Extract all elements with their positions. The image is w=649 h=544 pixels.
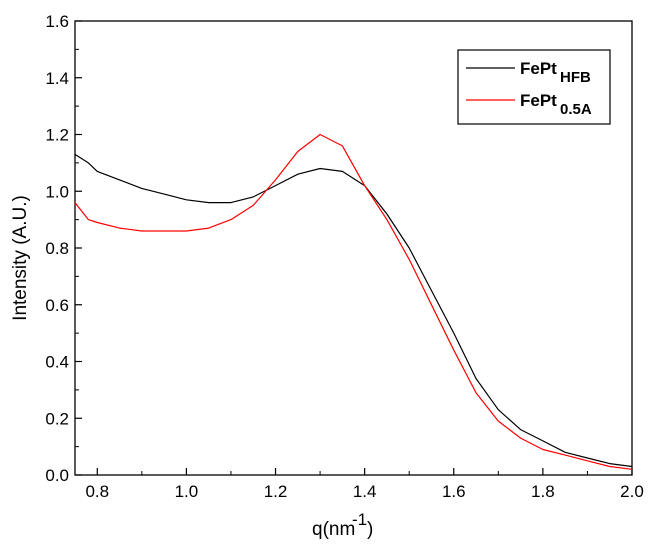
legend: FePt HFB FePt 0.5A — [457, 49, 611, 125]
legend-box — [457, 49, 611, 125]
x-axis-label: q(nm -1 ) — [312, 510, 373, 540]
y-tick-label: 1.4 — [45, 69, 69, 88]
x-tick-label: 1.8 — [531, 482, 555, 501]
x-tick-label: 0.8 — [85, 482, 109, 501]
legend-sub-05a: 0.5A — [560, 101, 592, 118]
x-tick-label: 1.0 — [175, 482, 199, 501]
legend-label-05a: FePt — [520, 91, 557, 110]
series-layer — [74, 133, 633, 470]
y-tick-label: 0.8 — [45, 239, 69, 258]
legend-label-hfb: FePt — [520, 59, 557, 78]
y-tick-label: 1.2 — [45, 126, 69, 145]
legend-sub-hfb: HFB — [560, 69, 591, 86]
y-tick-label: 1.6 — [45, 12, 69, 31]
y-tick-label: 1.0 — [45, 182, 69, 201]
y-tick-label: 0.0 — [45, 466, 69, 485]
x-tick-label: 1.2 — [264, 482, 288, 501]
x-tick-label: 1.4 — [353, 482, 377, 501]
y-axis-label: Intensity (A.U.) — [10, 195, 31, 321]
y-tick-label: 0.2 — [45, 409, 69, 428]
x-tick-label: 2.0 — [620, 482, 644, 501]
x-axis-label-sup: -1 — [352, 510, 367, 529]
x-axis-label-close: ) — [367, 519, 373, 540]
series-line-0 — [74, 153, 633, 468]
series-line-1 — [74, 133, 633, 470]
x-tick-label: 1.6 — [442, 482, 466, 501]
y-tick-label: 0.6 — [45, 296, 69, 315]
plot-area: 0.8 1.0 1.2 1.4 1.6 1.8 2.0 0.0 0.2 0.4 0.6 0.8 1.0 1… — [45, 12, 643, 501]
x-axis-label-main: q(nm — [312, 519, 355, 540]
tick-group: 0.8 1.0 1.2 1.4 1.6 1.8 2.0 0.0 0.2 0.4 0.6 0.8 1.0 1… — [45, 12, 643, 501]
y-tick-label: 0.4 — [45, 353, 69, 372]
